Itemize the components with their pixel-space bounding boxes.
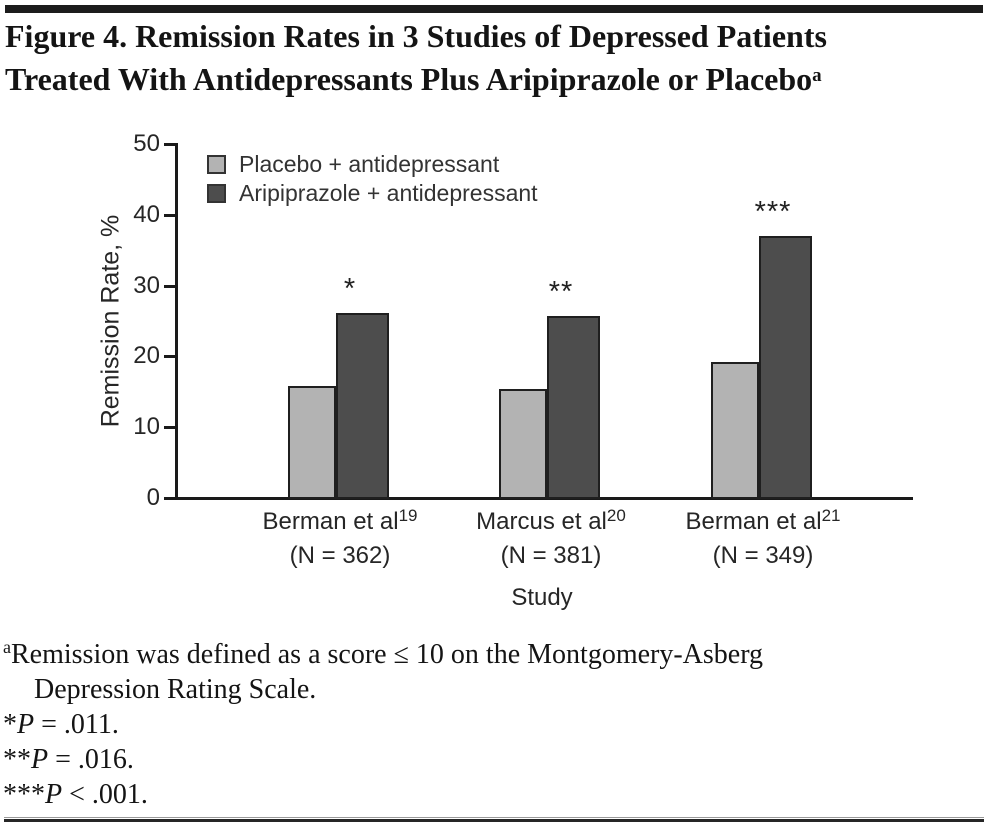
bottom-rule-light — [4, 817, 984, 818]
pvalue-1-stars: * — [3, 709, 17, 740]
pvalue-1-value: = .011. — [34, 709, 119, 740]
y-tick-label: 50 — [133, 130, 160, 157]
remission-definition-note: aRemission was defined as a score ≤ 10 o… — [3, 630, 978, 672]
pvalue-3-p: P — [45, 779, 63, 810]
y-axis-title: Remission Rate, % — [96, 214, 125, 428]
legend-item-placebo: Placebo + antidepressant — [207, 150, 538, 179]
y-tick-label: 30 — [133, 271, 160, 299]
chart-legend: Placebo + antidepressant Aripiprazole + … — [207, 150, 538, 208]
y-tick — [164, 284, 175, 288]
legend-label-placebo: Placebo + antidepressant — [239, 151, 500, 177]
x-category-label-2: Marcus et al20 (N = 381) — [476, 506, 626, 569]
y-tick — [164, 497, 175, 500]
bar-aripiprazole-1 — [336, 312, 389, 499]
pvalue-note-1: *P = .011. — [3, 707, 978, 742]
y-tick — [164, 426, 175, 430]
y-tick-label: 20 — [133, 342, 160, 370]
figure-title-superscript: a — [812, 65, 822, 86]
x-category-label-1: Berman et al19 (N = 362) — [262, 506, 418, 569]
pvalue-2-p: P — [31, 744, 49, 775]
significance-asterisk-3: *** — [754, 196, 792, 229]
y-axis-line — [175, 143, 178, 500]
y-tick-label: 10 — [133, 413, 160, 441]
footnotes: aRemission was defined as a score ≤ 10 o… — [3, 630, 978, 812]
pvalue-note-3: ***P < .001. — [3, 777, 978, 812]
top-rule — [5, 5, 983, 13]
pvalue-2-stars: ** — [3, 744, 31, 775]
pvalue-note-2: **P = .016. — [3, 742, 978, 777]
figure-title-line2: Treated With Antidepressants Plus Aripip… — [5, 61, 813, 97]
x-axis-title: Study — [511, 584, 573, 611]
definition-text-line1: Remission was defined as a score ≤ 10 on… — [11, 639, 764, 670]
significance-asterisk-2: ** — [548, 276, 574, 309]
pvalue-2-value: = .016. — [48, 744, 134, 775]
bar-placebo-1 — [288, 385, 336, 499]
legend-item-aripiprazole: Aripiprazole + antidepressant — [207, 179, 538, 208]
pvalue-3-stars: *** — [3, 779, 45, 810]
y-tick-label: 0 — [146, 484, 160, 511]
bar-aripiprazole-2 — [547, 316, 600, 499]
footnote-superscript-a: a — [3, 637, 11, 657]
legend-swatch-aripiprazole-icon — [207, 184, 226, 203]
y-tick — [164, 213, 175, 217]
x-category-label-3: Berman et al21 (N = 349) — [685, 506, 841, 569]
significance-asterisk-1: * — [343, 272, 357, 305]
remission-bar-chart: 0 10 20 30 40 50 * ** *** Berman et al19 (N = 362)… — [133, 130, 913, 569]
remission-definition-note-line2: Depression Rating Scale. — [34, 674, 317, 705]
bar-aripiprazole-3 — [759, 236, 812, 499]
y-tick — [164, 143, 175, 146]
pvalue-3-value: < .001. — [62, 779, 148, 810]
figure-title: Figure 4. Remission Rates in 3 Studies o… — [5, 17, 980, 99]
y-tick-label: 40 — [133, 200, 160, 228]
pvalue-1-p: P — [17, 709, 35, 740]
legend-label-aripiprazole: Aripiprazole + antidepressant — [239, 180, 538, 206]
figure-title-line1: Figure 4. Remission Rates in 3 Studies o… — [5, 18, 827, 54]
bar-placebo-2 — [499, 389, 547, 499]
y-tick — [164, 355, 175, 359]
bar-placebo-3 — [711, 362, 759, 499]
legend-swatch-placebo-icon — [207, 155, 226, 174]
bottom-rule — [4, 819, 984, 822]
